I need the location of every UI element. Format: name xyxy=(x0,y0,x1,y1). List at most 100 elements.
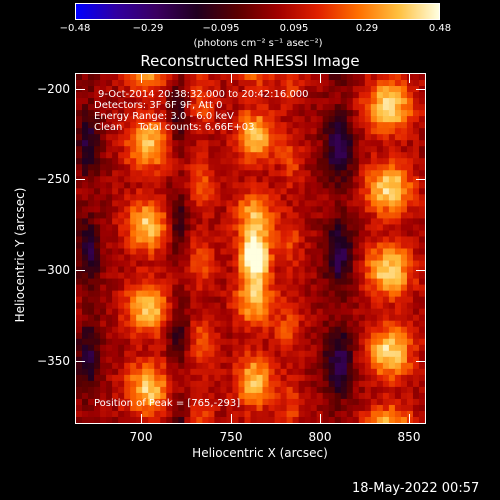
heatmap-cell xyxy=(130,266,137,273)
heatmap-cell xyxy=(262,170,269,177)
heatmap-cell xyxy=(244,410,251,418)
heatmap-cell xyxy=(400,296,408,304)
heatmap-cell xyxy=(136,368,143,376)
heatmap-cell xyxy=(202,224,209,231)
heatmap-cell xyxy=(190,86,197,93)
heatmap-cell xyxy=(238,410,245,418)
heatmap-cell xyxy=(124,158,131,165)
heatmap-cell xyxy=(142,404,149,412)
heatmap-cell xyxy=(88,152,95,159)
heatmap-cell xyxy=(202,110,209,117)
heatmap-cell xyxy=(172,206,179,213)
heatmap-cell xyxy=(166,272,173,279)
heatmap-cell xyxy=(382,356,390,364)
heatmap-cell xyxy=(310,206,318,213)
heatmap-cell xyxy=(340,392,348,400)
heatmap-cell xyxy=(256,362,263,370)
heatmap-cell xyxy=(352,410,360,418)
heatmap-cell xyxy=(250,416,257,423)
heatmap-cell xyxy=(148,116,155,123)
heatmap-cell xyxy=(370,170,378,177)
heatmap-cell xyxy=(268,272,275,279)
heatmap-cell xyxy=(244,98,251,105)
heatmap-cell xyxy=(184,398,191,406)
heatmap-cell xyxy=(196,92,203,99)
heatmap-cell xyxy=(214,80,221,87)
heatmap-cell xyxy=(148,296,155,304)
heatmap-cell xyxy=(100,164,107,171)
heatmap-cell xyxy=(316,92,324,99)
heatmap-cell xyxy=(166,176,173,183)
heatmap-cell xyxy=(166,362,173,370)
heatmap-cell xyxy=(400,194,408,201)
heatmap-cell xyxy=(280,74,288,81)
heatmap-cell xyxy=(328,146,336,153)
heatmap-cell xyxy=(334,158,342,165)
heatmap-cell xyxy=(334,332,342,340)
heatmap-cell xyxy=(370,362,378,370)
heatmap-cell xyxy=(358,176,366,183)
heatmap-cell xyxy=(220,104,227,111)
heatmap-cell xyxy=(268,368,275,376)
heatmap-cell xyxy=(304,296,312,304)
heatmap-cell xyxy=(250,332,257,340)
heatmap-cell xyxy=(124,218,131,225)
heatmap-cell xyxy=(130,236,137,243)
heatmap-cell xyxy=(208,344,215,352)
heatmap-cell xyxy=(232,302,239,310)
heatmap-cell xyxy=(274,116,281,123)
heatmap-cell xyxy=(250,242,257,249)
heatmap-cell xyxy=(190,230,197,237)
heatmap-cell xyxy=(400,212,408,219)
heatmap-cell xyxy=(214,338,221,346)
heatmap-cell xyxy=(352,296,360,304)
heatmap-cell xyxy=(256,320,263,328)
heatmap-cell xyxy=(334,338,342,346)
heatmap-cell xyxy=(298,200,306,207)
x-tick-mark xyxy=(409,414,410,424)
heatmap-cell xyxy=(112,128,119,135)
heatmap-cell xyxy=(268,320,275,328)
heatmap-cell xyxy=(346,374,354,382)
heatmap-cell xyxy=(358,332,366,340)
heatmap-cell xyxy=(136,266,143,273)
heatmap-cell xyxy=(364,134,372,141)
heatmap-cell xyxy=(178,86,185,93)
heatmap-cell xyxy=(250,194,257,201)
heatmap-cell xyxy=(142,224,149,231)
heatmap-cell xyxy=(148,350,155,358)
heatmap-cell xyxy=(82,140,89,147)
heatmap-cell xyxy=(394,86,402,93)
heatmap-cell xyxy=(232,212,239,219)
heatmap-cell xyxy=(238,110,245,117)
heatmap-cell xyxy=(76,122,83,129)
heatmap-cell xyxy=(238,158,245,165)
heatmap-cell xyxy=(106,386,113,394)
heatmap-cell xyxy=(148,110,155,117)
heatmap-cell xyxy=(382,302,390,310)
heatmap-cell xyxy=(220,398,227,406)
heatmap-cell xyxy=(178,332,185,340)
heatmap-cell xyxy=(142,164,149,171)
heatmap-cell xyxy=(256,128,263,135)
heatmap-cell xyxy=(298,308,306,316)
heatmap-cell xyxy=(352,152,360,159)
heatmap-cell xyxy=(334,356,342,364)
heatmap-cell xyxy=(130,272,137,279)
heatmap-cell xyxy=(274,272,281,279)
heatmap-cell xyxy=(298,374,306,382)
heatmap-cell xyxy=(340,170,348,177)
heatmap-cell xyxy=(118,368,125,376)
heatmap-cell xyxy=(280,254,288,261)
heatmap-cell xyxy=(124,176,131,183)
heatmap-cell xyxy=(310,74,318,81)
heatmap-cell xyxy=(244,248,251,255)
heatmap-cell xyxy=(286,386,294,394)
heatmap-cell xyxy=(388,350,396,358)
heatmap-cell xyxy=(364,332,372,340)
heatmap-cell xyxy=(370,380,378,388)
heatmap-cell xyxy=(352,392,360,400)
heatmap-cell xyxy=(274,404,281,412)
heatmap-cell xyxy=(166,284,173,292)
heatmap-cell xyxy=(250,326,257,334)
